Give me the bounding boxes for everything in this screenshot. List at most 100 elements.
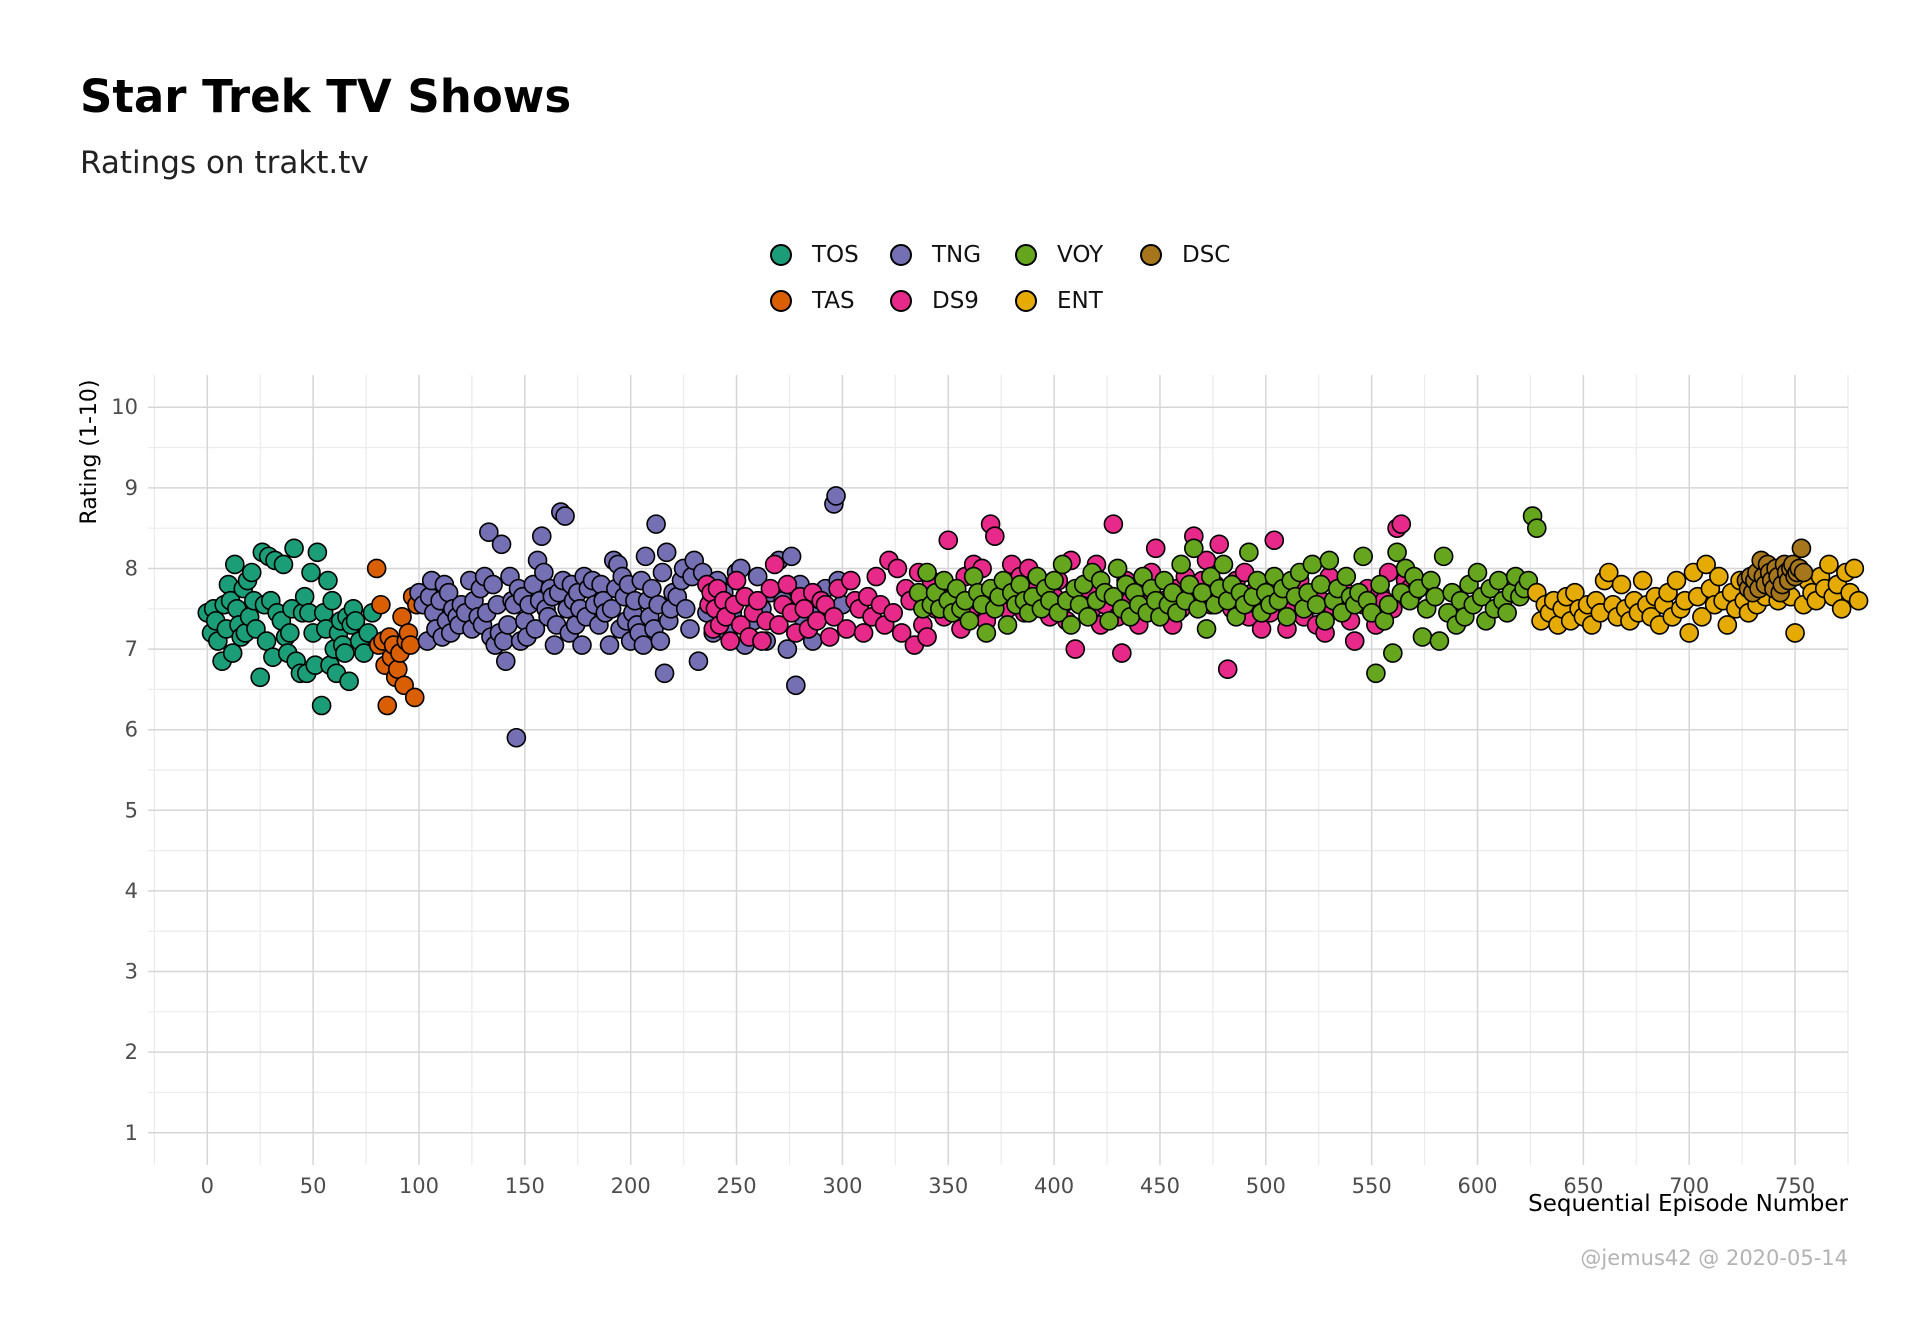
legend-marker — [890, 290, 912, 312]
point-tas — [404, 687, 425, 708]
point-tos — [354, 643, 374, 663]
point-ds9 — [760, 578, 781, 599]
x-tick-label: 150 — [505, 1174, 545, 1198]
point-voy — [1425, 586, 1445, 607]
point-tos — [222, 643, 243, 663]
point-voy — [1184, 538, 1204, 559]
point-ds9 — [1103, 514, 1124, 534]
point-tng — [675, 598, 696, 619]
point-voy — [917, 562, 937, 583]
y-axis-label: Rating (1-10) — [77, 379, 102, 524]
y-tick-label: 8 — [125, 556, 138, 580]
point-tng — [525, 619, 546, 639]
point-voy — [1188, 598, 1208, 619]
legend-item-dsc: DSC — [1140, 242, 1230, 268]
point-tng — [642, 578, 662, 599]
legend-label: TNG — [932, 242, 982, 268]
point-voy — [1366, 663, 1386, 684]
point-ds9 — [836, 619, 857, 639]
point-ds9 — [1145, 538, 1166, 559]
point-ent — [1709, 566, 1729, 587]
point-tng — [493, 631, 514, 651]
x-tick-label: 200 — [611, 1174, 651, 1198]
point-voy — [1421, 570, 1441, 591]
point-ds9 — [841, 570, 861, 591]
point-dsc — [1791, 538, 1812, 559]
point-ds9 — [764, 554, 785, 575]
point-tos — [280, 623, 300, 643]
point-ds9 — [883, 603, 904, 623]
legend-item-voy: VOY — [1015, 242, 1103, 268]
point-tos — [322, 590, 342, 611]
point-ds9 — [819, 627, 840, 647]
point-voy — [1315, 611, 1335, 631]
legend-item-ent: ENT — [1015, 288, 1103, 314]
point-voy — [1078, 607, 1098, 627]
x-tick-label: 450 — [1140, 1174, 1180, 1198]
point-tas — [371, 594, 391, 615]
point-ds9 — [1344, 631, 1365, 651]
y-tick-label: 2 — [125, 1040, 138, 1064]
point-ds9 — [917, 627, 937, 647]
x-tick-label: 50 — [300, 1174, 327, 1198]
point-ent — [1692, 607, 1712, 627]
point-tos — [284, 538, 304, 559]
data-points — [197, 486, 1869, 748]
y-tick-label: 10 — [111, 395, 138, 419]
point-voy — [1171, 554, 1191, 575]
point-voy — [1467, 562, 1488, 583]
point-tng — [781, 546, 802, 567]
legend-marker — [1015, 290, 1037, 312]
point-tos — [241, 562, 262, 583]
point-voy — [1526, 518, 1547, 538]
point-ds9 — [853, 623, 874, 643]
point-tos — [294, 586, 315, 607]
legend-item-tos: TOS — [770, 242, 859, 268]
point-tng — [498, 615, 518, 635]
point-tng — [633, 635, 654, 655]
x-axis-label: Sequential Episode Number — [1528, 1191, 1848, 1217]
point-ds9 — [720, 631, 740, 651]
x-tick-label: 550 — [1352, 1174, 1392, 1198]
point-ent — [1717, 615, 1738, 635]
point-tng — [646, 514, 666, 534]
x-tick-label: 500 — [1246, 1174, 1286, 1198]
point-ds9 — [1264, 530, 1285, 551]
point-tng — [656, 542, 677, 563]
x-tick-label: 100 — [399, 1174, 439, 1198]
point-voy — [963, 566, 984, 587]
point-voy — [976, 623, 997, 643]
point-ds9 — [1391, 514, 1412, 534]
x-tick-label: 250 — [716, 1174, 756, 1198]
point-voy — [1107, 558, 1128, 579]
point-voy — [1383, 643, 1403, 663]
point-voy — [1311, 574, 1331, 595]
point-tos — [311, 695, 332, 716]
point-ds9 — [1209, 534, 1230, 555]
x-tick-label: 700 — [1669, 1174, 1709, 1198]
y-tick-label: 1 — [125, 1121, 138, 1145]
point-tas — [377, 695, 398, 716]
point-voy — [1302, 554, 1323, 575]
point-ent — [1844, 558, 1865, 579]
chart-subtitle: Ratings on trakt.tv — [80, 145, 369, 181]
y-tick-label: 3 — [125, 960, 138, 984]
point-voy — [1196, 619, 1217, 639]
point-tng — [599, 635, 620, 655]
caption: @jemus42 @ 2020-05-14 — [1580, 1246, 1848, 1270]
point-ent — [1785, 623, 1805, 643]
point-voy — [1429, 631, 1450, 651]
point-ds9 — [807, 611, 827, 631]
point-tos — [318, 570, 338, 591]
legend-label: ENT — [1057, 288, 1103, 314]
point-ds9 — [887, 558, 908, 579]
point-ds9 — [794, 598, 815, 619]
legend-label: DS9 — [932, 288, 979, 314]
legend-marker — [770, 290, 792, 312]
legend-item-ds9: DS9 — [890, 288, 979, 314]
point-tng — [777, 639, 798, 659]
point-tng — [544, 635, 565, 655]
point-ds9 — [1065, 639, 1086, 659]
point-voy — [1353, 546, 1373, 567]
x-tick-label: 300 — [822, 1174, 862, 1198]
